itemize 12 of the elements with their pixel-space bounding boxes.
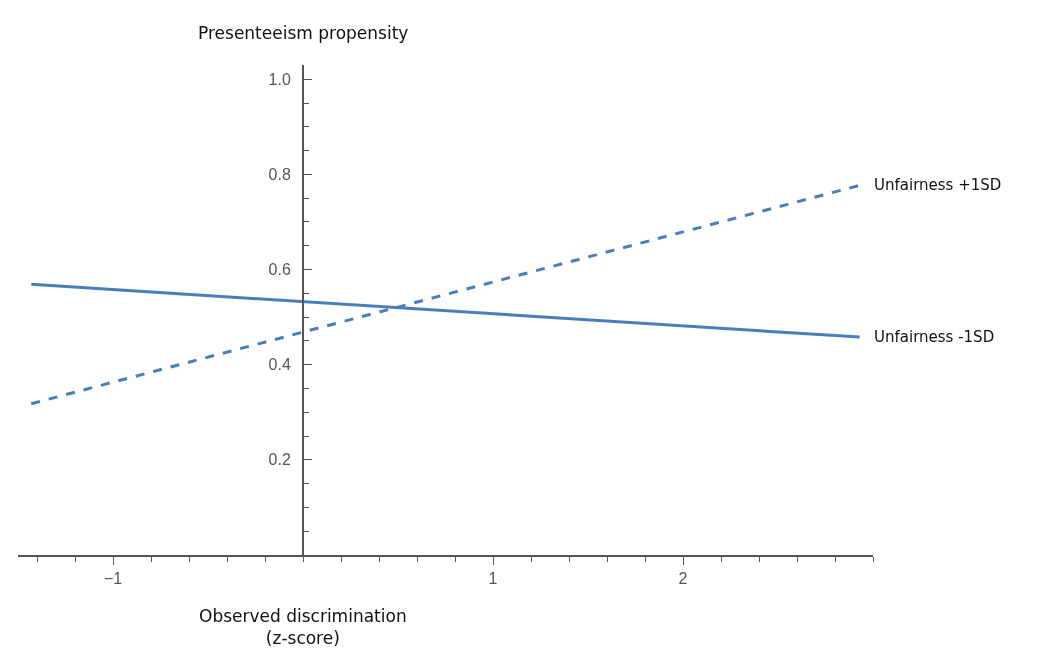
- y-tick-label: 1.0: [268, 70, 291, 88]
- y-tick-label: 0.4: [268, 356, 291, 374]
- y-axis-title: Presenteeism propensity: [198, 23, 409, 43]
- y-tick-label: 0.8: [268, 166, 291, 184]
- x-tick-label: 2: [678, 570, 688, 588]
- x-tick-label: 1: [488, 570, 498, 588]
- series-label: Unfairness -1SD: [874, 328, 995, 346]
- series-label: Unfairness +1SD: [874, 176, 1002, 194]
- x-tick-label: −1: [103, 570, 123, 588]
- x-axis-title: Observed discrimination (z-score): [199, 606, 407, 649]
- y-tick-label: 0.6: [268, 261, 291, 279]
- y-tick-label: 0.2: [268, 451, 291, 469]
